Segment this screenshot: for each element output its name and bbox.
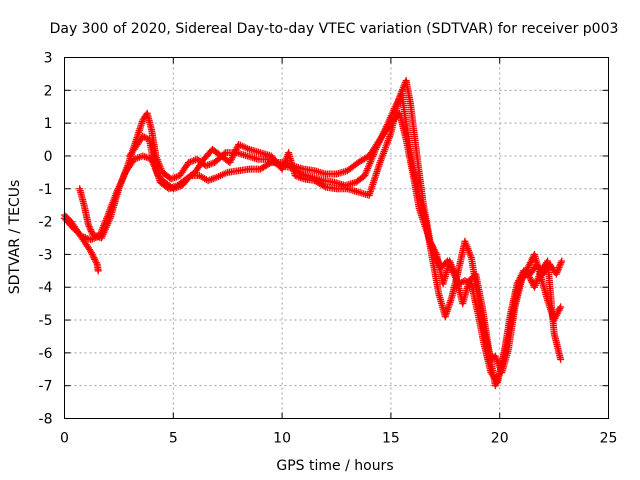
data-point	[426, 237, 434, 245]
data-point	[527, 257, 535, 265]
data-point	[228, 154, 236, 162]
data-point	[554, 308, 562, 316]
data-point	[557, 355, 565, 363]
y-tick-label: -4	[39, 280, 53, 296]
data-point	[556, 262, 564, 270]
x-tick-label: 20	[491, 431, 509, 447]
y-tick-label: -7	[39, 379, 53, 395]
data-point	[429, 244, 437, 252]
axis-ticks: 0 5 10 15 20 25 -8 -7 -6 -5 -4 -3 -2 -1 0 1 2 3	[39, 51, 618, 447]
data-point	[87, 247, 95, 255]
data-point	[458, 278, 466, 286]
chart-title: Day 300 of 2020, Sidereal Day-to-day VTE…	[50, 21, 619, 37]
data-point	[90, 254, 98, 262]
data-point	[554, 267, 562, 275]
data-point	[231, 147, 239, 155]
y-tick-label: 0	[44, 149, 53, 165]
data-point	[528, 255, 536, 263]
data-point	[525, 262, 533, 270]
data-point	[87, 249, 95, 257]
data-point	[555, 306, 563, 314]
x-axis-label: GPS time / hours	[276, 458, 393, 474]
data-point	[555, 264, 563, 272]
data-point	[432, 249, 440, 257]
data-point	[431, 247, 439, 255]
data-point	[142, 134, 150, 142]
data-point	[87, 227, 95, 235]
y-tick-label: -2	[39, 215, 53, 231]
data-point	[525, 272, 533, 280]
data-point	[558, 257, 566, 265]
data-point	[140, 133, 148, 141]
data-point	[232, 145, 240, 153]
data-point	[430, 245, 438, 253]
data-point	[429, 242, 437, 250]
data-point	[526, 260, 534, 268]
data-point	[229, 152, 237, 160]
data-point	[554, 265, 562, 273]
data-point	[556, 305, 564, 313]
x-tick-label: 10	[273, 431, 291, 447]
data-point	[517, 273, 525, 281]
data-point	[320, 182, 328, 190]
y-tick-label: 1	[44, 116, 53, 132]
data-point	[92, 257, 100, 265]
data-point	[226, 159, 234, 167]
y-tick-label: -1	[39, 182, 53, 198]
data-point	[139, 132, 147, 140]
data-point	[84, 221, 92, 229]
x-tick-label: 5	[169, 431, 178, 447]
data-point	[91, 255, 99, 263]
data-point	[85, 223, 93, 231]
data-point	[553, 268, 561, 276]
data-point	[86, 224, 94, 232]
y-tick-label: -6	[39, 346, 53, 362]
data-points	[61, 76, 566, 390]
data-point	[231, 149, 239, 157]
data-point	[552, 270, 560, 278]
y-tick-label: -3	[39, 247, 53, 263]
data-point	[230, 150, 238, 158]
data-point	[526, 273, 534, 281]
data-point	[524, 270, 532, 278]
y-tick-label: -8	[39, 412, 53, 428]
data-point	[227, 155, 235, 163]
data-point	[89, 252, 97, 260]
data-point	[88, 250, 96, 258]
data-point	[427, 239, 435, 247]
plot-frame	[64, 57, 609, 419]
data-point	[227, 157, 235, 165]
x-tick-label: 15	[382, 431, 400, 447]
data-point	[92, 259, 100, 267]
data-point	[87, 226, 95, 234]
data-point	[557, 303, 565, 311]
y-axis-label: SDTVAR / TECUs	[7, 180, 23, 295]
data-point	[527, 277, 535, 285]
x-tick-label: 25	[600, 431, 618, 447]
data-point	[526, 275, 534, 283]
data-point	[556, 260, 564, 268]
data-point	[523, 265, 531, 273]
y-tick-label: 2	[44, 83, 53, 99]
y-tick-label: -5	[39, 313, 53, 329]
data-point	[526, 259, 534, 267]
data-point	[94, 267, 102, 275]
series-track-d	[126, 76, 565, 390]
data-point	[557, 259, 565, 267]
series-track-c	[76, 90, 565, 377]
y-tick-label: 3	[44, 51, 53, 67]
x-tick-label: 0	[60, 431, 69, 447]
data-point	[519, 273, 527, 281]
data-point	[428, 241, 436, 249]
data-point	[524, 264, 532, 272]
